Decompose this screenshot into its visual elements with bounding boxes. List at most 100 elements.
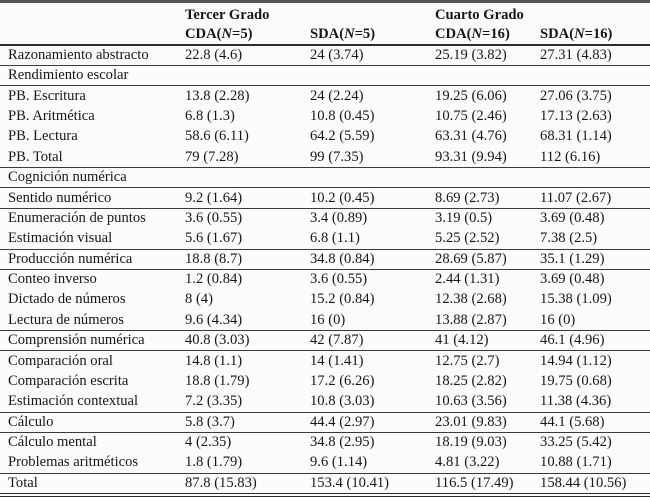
empty-header-cell [0, 2, 185, 26]
cell-value: 158.44 (10.56) [540, 472, 650, 495]
cell-value: 10.2 (0.45) [310, 187, 436, 209]
cell-value: 28.69 (5.87) [435, 248, 541, 270]
cell-value: 5.8 (3.7) [185, 411, 310, 433]
cell-value: 27.31 (4.83) [540, 47, 612, 63]
row-label: Comparación oral [0, 350, 185, 372]
row-label: PB. Total [8, 148, 63, 165]
row-label: Razonamiento abstracto [8, 47, 149, 63]
row-label: Estimación visual [8, 230, 113, 247]
row-label: Conteo inverso [0, 268, 185, 290]
cell-value: 63.31 (4.76) [435, 128, 507, 145]
cell-value: 10.75 (2.46) [435, 107, 507, 124]
cell-value: 6.8 (1.3) [185, 107, 235, 124]
column-header-row: CDA(N=5) SDA(N=5) CDA(N=16) SDA(N=16) [0, 25, 650, 46]
cell-value: 34.8 (2.95) [310, 432, 436, 453]
cell-value: 18.19 (9.03) [435, 432, 541, 453]
cell-value: 11.07 (2.67) [540, 187, 650, 209]
cell-value: 79 (7.28) [185, 148, 239, 165]
cell-value: 19.75 (0.68) [540, 373, 612, 390]
cell-value: 153.4 (10.41) [310, 472, 436, 495]
cell-value: 116.5 (17.49) [435, 472, 541, 495]
table-row: Enumeración de puntos 3.6 (0.55) 3.4 (0.89… [0, 207, 650, 229]
cell-value: 44.4 (2.97) [310, 411, 436, 433]
table-row: PB. Escritura 13.8 (2.28) 24 (2.24) 19.25 (… [0, 85, 650, 107]
cell-value: 68.31 (1.14) [540, 128, 612, 145]
cell-value: 3.69 (0.48) [540, 207, 650, 229]
cell-value: 1.8 (1.79) [185, 454, 243, 471]
table-row: Total 87.8 (15.83) 153.4 (10.41) 116.5 (17.… [0, 472, 650, 495]
cell-value: 27.06 (3.75) [540, 85, 650, 107]
table-row: Comprensión numérica 40.8 (3.03) 42 (7.87)… [0, 330, 650, 351]
table-body: Razonamiento abstracto 22.8 (4.6) 24 (3.74… [0, 45, 650, 495]
row-label: Cálculo mental [0, 432, 185, 453]
cell-value: 5.6 (1.67) [185, 230, 243, 247]
cell-value: 10.8 (0.45) [310, 107, 375, 124]
cell-value: 6.8 (1.1) [310, 230, 360, 247]
section-label: Cognición numérica [0, 166, 650, 188]
section-row: Rendimiento escolar [0, 64, 650, 86]
cell-value: 13.8 (2.28) [185, 85, 310, 107]
cell-value: 16 (0) [310, 311, 346, 328]
cell-value: 3.69 (0.48) [540, 268, 650, 290]
cell-value: 34.8 (0.84) [310, 248, 436, 270]
cell-value: 10.88 (1.71) [540, 454, 612, 471]
cell-value: 58.6 (6.11) [185, 128, 249, 145]
row-label: Estimación contextual [8, 393, 139, 410]
cell-value: 7.2 (3.35) [185, 393, 243, 410]
table-row: Comparación oral 14.8 (1.1) 14 (1.41) 12.75… [0, 350, 650, 372]
column-header: SDA(N=16) [540, 25, 650, 46]
table-row: PB. Aritmética 6.8 (1.3) 10.8 (0.45) 10.75 … [0, 106, 650, 126]
cell-value: 87.8 (15.83) [185, 472, 310, 495]
cell-value: 3.6 (0.55) [310, 268, 436, 290]
table-row: Cálculo 5.8 (3.7) 44.4 (2.97) 23.01 (9.83) 4… [0, 411, 650, 433]
cell-value: 7.38 (2.5) [540, 230, 598, 247]
cell-value: 14 (1.41) [310, 350, 436, 372]
n-symbol: N [471, 26, 483, 42]
group-header-row: Tercer Grado Cuarto Grado [0, 2, 650, 26]
cell-value: 3.6 (0.55) [185, 207, 310, 229]
cell-value: 18.8 (1.79) [185, 373, 250, 390]
cell-value: 99 (7.35) [310, 148, 364, 165]
cell-value: 64.2 (5.59) [310, 128, 375, 145]
table-row: Cálculo mental 4 (2.35) 34.8 (2.95) 18.19 (… [0, 432, 650, 453]
table-row: Lectura de números 9.6 (4.34) 16 (0) 13.88 … [0, 310, 650, 330]
cell-value: 9.6 (4.34) [185, 311, 243, 328]
cell-value: 46.1 (4.96) [540, 330, 650, 351]
cell-value: 17.2 (6.26) [310, 373, 375, 390]
n-symbol: N [221, 26, 233, 42]
cell-value: 8.69 (2.73) [435, 187, 541, 209]
row-label: Total [0, 472, 185, 495]
table-row: Sentido numérico 9.2 (1.64) 10.2 (0.45) 8.6… [0, 187, 650, 209]
section-row: Cognición numérica [0, 166, 650, 188]
cell-value: 18.25 (2.82) [435, 373, 507, 390]
cell-value: 5.25 (2.52) [435, 230, 500, 247]
cell-value: 3.19 (0.5) [435, 207, 541, 229]
table-header: Tercer Grado Cuarto Grado CDA(N=5) SDA(N=… [0, 2, 650, 46]
cell-value: 11.38 (4.36) [540, 393, 612, 410]
empty-header-cell [0, 25, 185, 46]
row-label: Cálculo [0, 411, 185, 433]
cell-value: 15.2 (0.84) [310, 291, 375, 308]
cell-value: 25.19 (3.82) [435, 47, 507, 63]
n-symbol: N [344, 26, 355, 42]
row-label: Comprensión numérica [0, 330, 185, 351]
cell-value: 4 (2.35) [185, 432, 310, 453]
cell-value: 19.25 (6.06) [435, 85, 541, 107]
cell-value: 15.38 (1.09) [540, 291, 612, 308]
cell-value: 24 (3.74) [310, 47, 364, 63]
row-label: Problemas aritméticos [8, 454, 139, 471]
cell-value: 42 (7.87) [310, 330, 436, 351]
cell-value: 8 (4) [185, 291, 213, 308]
column-header: SDA(N=5) [310, 25, 436, 46]
cell-value: 10.8 (3.03) [310, 393, 375, 410]
cell-value: 22.8 (4.6) [185, 47, 243, 63]
cell-value: 13.88 (2.87) [435, 311, 507, 328]
cell-value: 12.38 (2.68) [435, 291, 507, 308]
table-row: Producción numérica 18.8 (8.7) 34.8 (0.84)… [0, 248, 650, 270]
row-label: Producción numérica [0, 248, 185, 270]
cell-value: 17.13 (2.63) [540, 107, 612, 124]
row-label: PB. Escritura [0, 85, 185, 107]
cell-value: 12.75 (2.7) [435, 350, 541, 372]
row-label: Dictado de números [8, 291, 126, 308]
